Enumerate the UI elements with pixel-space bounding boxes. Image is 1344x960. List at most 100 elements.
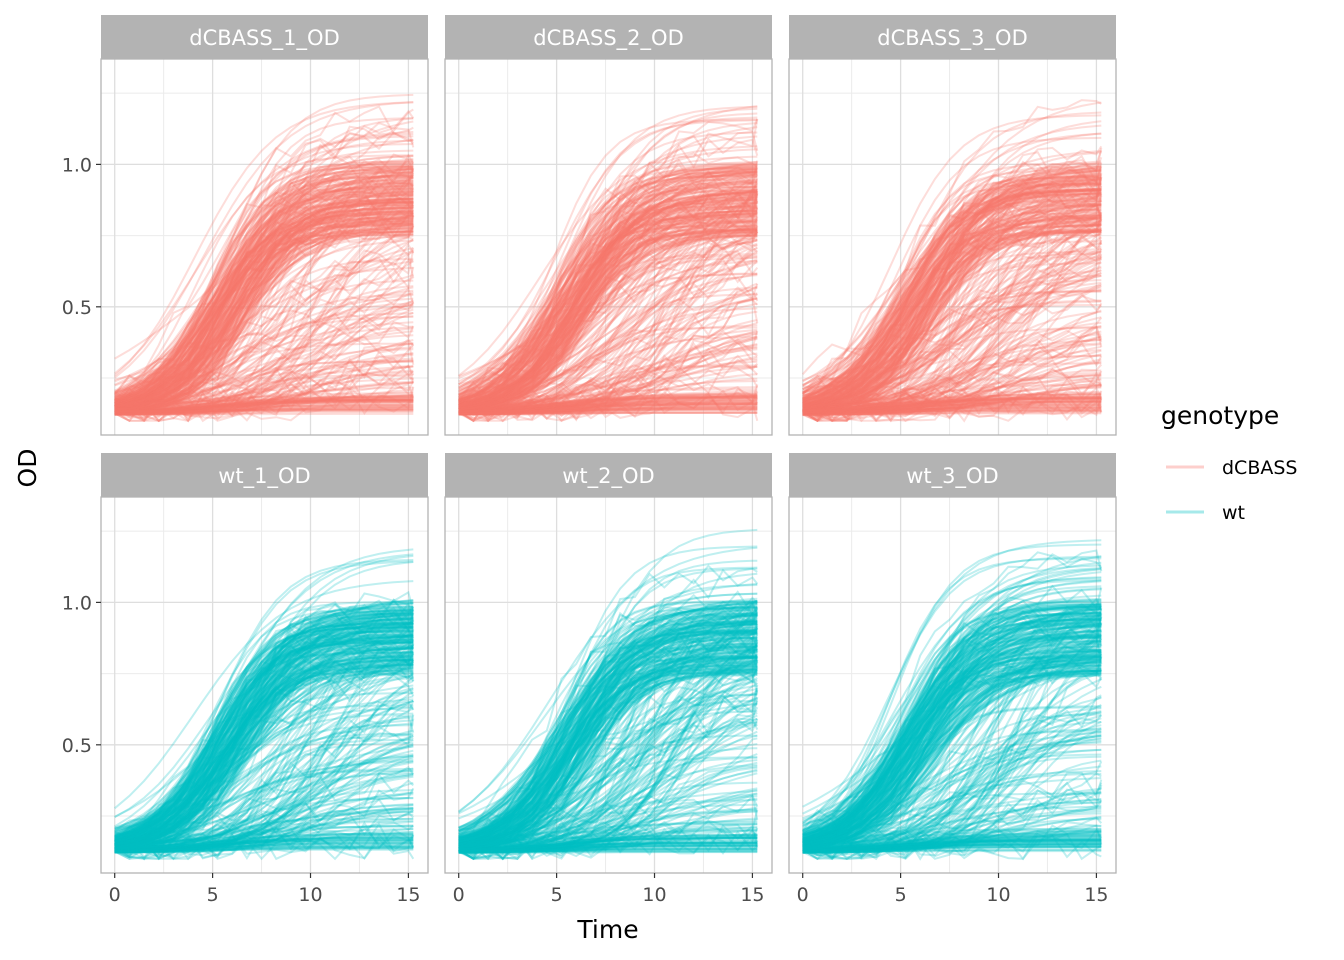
growth-curve [802, 209, 1102, 409]
growth-curve [114, 818, 414, 850]
growth-curve [458, 643, 758, 850]
growth-curve [458, 191, 759, 413]
growth-curve [458, 272, 758, 415]
growth-curve [114, 206, 414, 421]
growth-curve [458, 662, 758, 848]
growth-curve [802, 823, 1102, 860]
growth-curve [114, 632, 414, 836]
growth-curve [114, 634, 414, 845]
growth-curve [802, 253, 1102, 414]
growth-curve [458, 213, 758, 412]
growth-curve [458, 178, 759, 404]
growth-curve [802, 734, 1102, 840]
growth-curve [458, 606, 759, 849]
growth-curve [802, 658, 1102, 820]
growth-curve [458, 178, 758, 401]
growth-curve [458, 689, 758, 852]
growth-curve [458, 229, 758, 410]
growth-curve [458, 658, 758, 835]
growth-curve [114, 181, 414, 399]
growth-curve [458, 766, 758, 854]
growth-curve [802, 598, 1102, 840]
growth-curve [802, 657, 1102, 850]
growth-curve [114, 214, 414, 406]
growth-curve [802, 222, 1102, 413]
growth-curve [802, 630, 1102, 847]
growth-curve [114, 798, 414, 849]
growth-curve [114, 658, 414, 832]
growth-curve [802, 181, 1102, 403]
growth-curve [114, 704, 414, 849]
growth-curve [802, 294, 1102, 417]
growth-curve [114, 846, 414, 853]
growth-curve [458, 191, 758, 411]
growth-curve [802, 674, 1102, 850]
growth-curve [114, 843, 414, 851]
y-tick-label: 1.0 [62, 154, 92, 176]
growth-curve [802, 632, 1103, 825]
growth-curve [458, 721, 758, 829]
growth-curve [114, 607, 414, 843]
growth-curve [458, 403, 758, 412]
growth-curve [802, 628, 1102, 850]
growth-curve [802, 828, 1102, 852]
growth-curve [114, 692, 414, 840]
growth-curve [114, 212, 414, 413]
growth-curve [114, 828, 414, 849]
growth-curve [802, 210, 1103, 422]
growth-curve [802, 206, 1102, 411]
growth-curve [458, 835, 758, 853]
growth-curve [458, 656, 758, 845]
growth-curve [458, 340, 758, 423]
growth-curve [802, 224, 1102, 408]
growth-curve [114, 838, 414, 851]
growth-curve [802, 192, 1102, 416]
growth-curve [802, 167, 1102, 400]
growth-curve [114, 226, 414, 407]
growth-curve [114, 166, 414, 407]
growth-curve [802, 183, 1102, 410]
growth-curve [114, 638, 414, 839]
growth-curve [458, 180, 759, 399]
growth-curve [114, 388, 414, 415]
growth-curve [458, 792, 758, 850]
growth-curve [802, 619, 1102, 854]
growth-curve [458, 227, 758, 412]
growth-curve [802, 670, 1102, 844]
growth-curve [114, 624, 414, 849]
growth-curve [114, 614, 414, 844]
growth-curve [458, 619, 758, 851]
growth-curve [802, 829, 1102, 854]
growth-curve [802, 741, 1102, 845]
growth-curve [802, 284, 1102, 412]
growth-curve [458, 656, 758, 842]
growth-curve [114, 186, 414, 406]
growth-curve [114, 831, 414, 853]
growth-curve [114, 647, 414, 850]
legend-title: genotype [1161, 401, 1279, 430]
growth-curve [802, 232, 1102, 414]
growth-curve [802, 302, 1103, 421]
growth-curve [114, 734, 414, 846]
growth-curve [802, 192, 1102, 405]
growth-curve [802, 208, 1102, 409]
growth-curve [114, 625, 415, 859]
growth-curve [458, 173, 758, 417]
growth-curve [114, 645, 414, 838]
growth-curve [802, 837, 1102, 852]
growth-curve [458, 672, 759, 860]
growth-curve [114, 180, 414, 408]
growth-curve [458, 216, 758, 409]
growth-curve [114, 260, 414, 412]
growth-curve [802, 179, 1103, 408]
growth-curve [802, 174, 1102, 387]
growth-curve [458, 793, 758, 854]
growth-curve [458, 665, 758, 852]
growth-curve [802, 394, 1102, 422]
growth-curve [114, 171, 414, 403]
growth-curve [114, 714, 415, 857]
growth-curve [458, 621, 758, 847]
growth-curve [802, 229, 1102, 413]
growth-curve [802, 714, 1103, 856]
